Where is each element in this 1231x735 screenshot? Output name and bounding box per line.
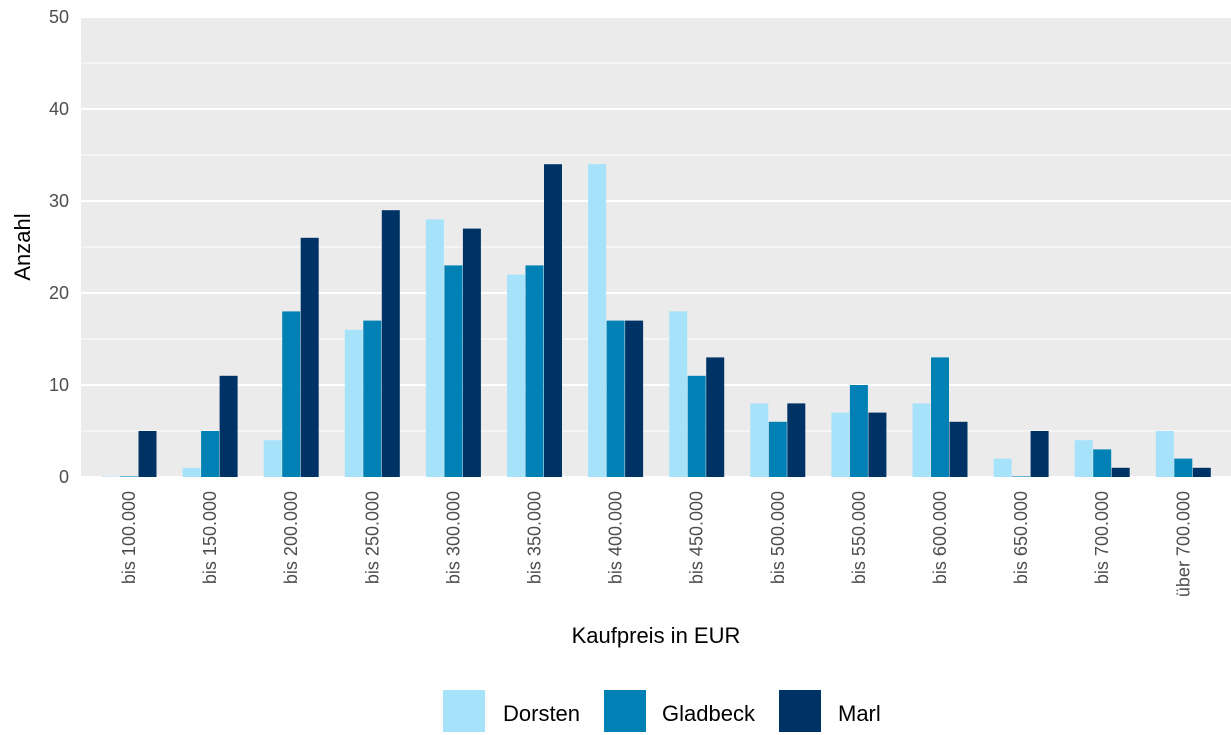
x-tick-label: bis 500.000: [768, 491, 788, 584]
bar-gladbeck: [849, 385, 868, 477]
y-tick-label: 0: [59, 467, 69, 487]
y-axis-title: Anzahl: [10, 213, 35, 280]
x-axis-title: Kaufpreis in EUR: [572, 623, 741, 648]
x-tick-label: bis 600.000: [930, 491, 950, 584]
x-axis-ticks: bis 100.000 bis 150.000 bis 200.000 bis 250…: [119, 491, 1193, 597]
bar-marl: [868, 412, 887, 477]
x-tick-label: bis 400.000: [606, 491, 626, 584]
bar-gladbeck: [282, 311, 301, 477]
legend-label-marl: Marl: [838, 701, 881, 726]
gridlines: [81, 16, 1231, 478]
x-tick-label: bis 300.000: [443, 491, 463, 584]
legend-key-marl: [779, 690, 821, 732]
bar-marl: [462, 228, 481, 477]
bar-dorsten: [263, 440, 282, 477]
bar-marl: [1192, 467, 1211, 477]
bar-marl: [300, 237, 319, 477]
y-tick-label: 20: [49, 283, 69, 303]
x-tick-label: bis 450.000: [687, 491, 707, 584]
bar-dorsten: [425, 219, 444, 477]
bar-dorsten: [993, 458, 1012, 477]
bar-marl: [787, 403, 806, 477]
bar-marl: [625, 320, 644, 477]
legend-key-gladbeck: [604, 690, 646, 732]
bar-marl: [1030, 431, 1049, 477]
bar-gladbeck: [363, 320, 382, 477]
legend-key-dorsten: [443, 690, 485, 732]
bar-dorsten: [588, 164, 607, 477]
bars: [101, 164, 1211, 477]
x-tick-label: bis 200.000: [281, 491, 301, 584]
bar-dorsten: [182, 467, 201, 477]
bar-gladbeck: [201, 431, 220, 477]
bar-dorsten: [507, 274, 525, 477]
y-axis-ticks: 0 10 20 30 40 50: [49, 7, 69, 487]
x-tick-label: bis 550.000: [849, 491, 869, 584]
bar-marl: [138, 431, 157, 477]
bar-marl: [219, 375, 238, 477]
bar-marl: [381, 210, 400, 477]
bar-gladbeck: [768, 421, 787, 477]
bar-gladbeck: [444, 265, 463, 477]
bar-dorsten: [750, 403, 769, 477]
x-tick-label: bis 150.000: [200, 491, 220, 584]
bar-dorsten: [669, 311, 688, 477]
bar-dorsten: [1155, 431, 1174, 477]
bar-marl: [544, 164, 562, 477]
bar-dorsten: [1074, 440, 1093, 477]
bar-dorsten: [912, 403, 931, 477]
x-tick-label: bis 100.000: [119, 491, 139, 584]
bar-gladbeck: [525, 265, 544, 477]
bar-marl: [706, 357, 725, 477]
bar-gladbeck: [120, 476, 138, 477]
bar-gladbeck: [606, 320, 625, 477]
bar-gladbeck: [931, 357, 949, 477]
x-tick-label: bis 350.000: [525, 491, 545, 584]
x-tick-label: bis 650.000: [1011, 491, 1031, 584]
bar-marl: [1111, 467, 1130, 477]
x-tick-label: bis 700.000: [1092, 491, 1112, 584]
bar-gladbeck: [1174, 458, 1193, 477]
legend: Dorsten Gladbeck Marl: [443, 690, 881, 732]
bar-dorsten: [831, 412, 850, 477]
y-tick-label: 50: [49, 7, 69, 27]
bar-gladbeck: [687, 375, 706, 477]
bar-dorsten: [101, 476, 120, 477]
legend-label-dorsten: Dorsten: [503, 701, 580, 726]
bar-marl: [949, 421, 968, 477]
x-tick-label: bis 250.000: [362, 491, 382, 584]
legend-label-gladbeck: Gladbeck: [662, 701, 756, 726]
bar-dorsten: [344, 329, 363, 477]
y-tick-label: 10: [49, 375, 69, 395]
bar-gladbeck: [1012, 476, 1031, 477]
y-tick-label: 30: [49, 191, 69, 211]
x-tick-label: über 700.000: [1173, 491, 1193, 597]
y-tick-label: 40: [49, 99, 69, 119]
bar-gladbeck: [1093, 449, 1112, 477]
